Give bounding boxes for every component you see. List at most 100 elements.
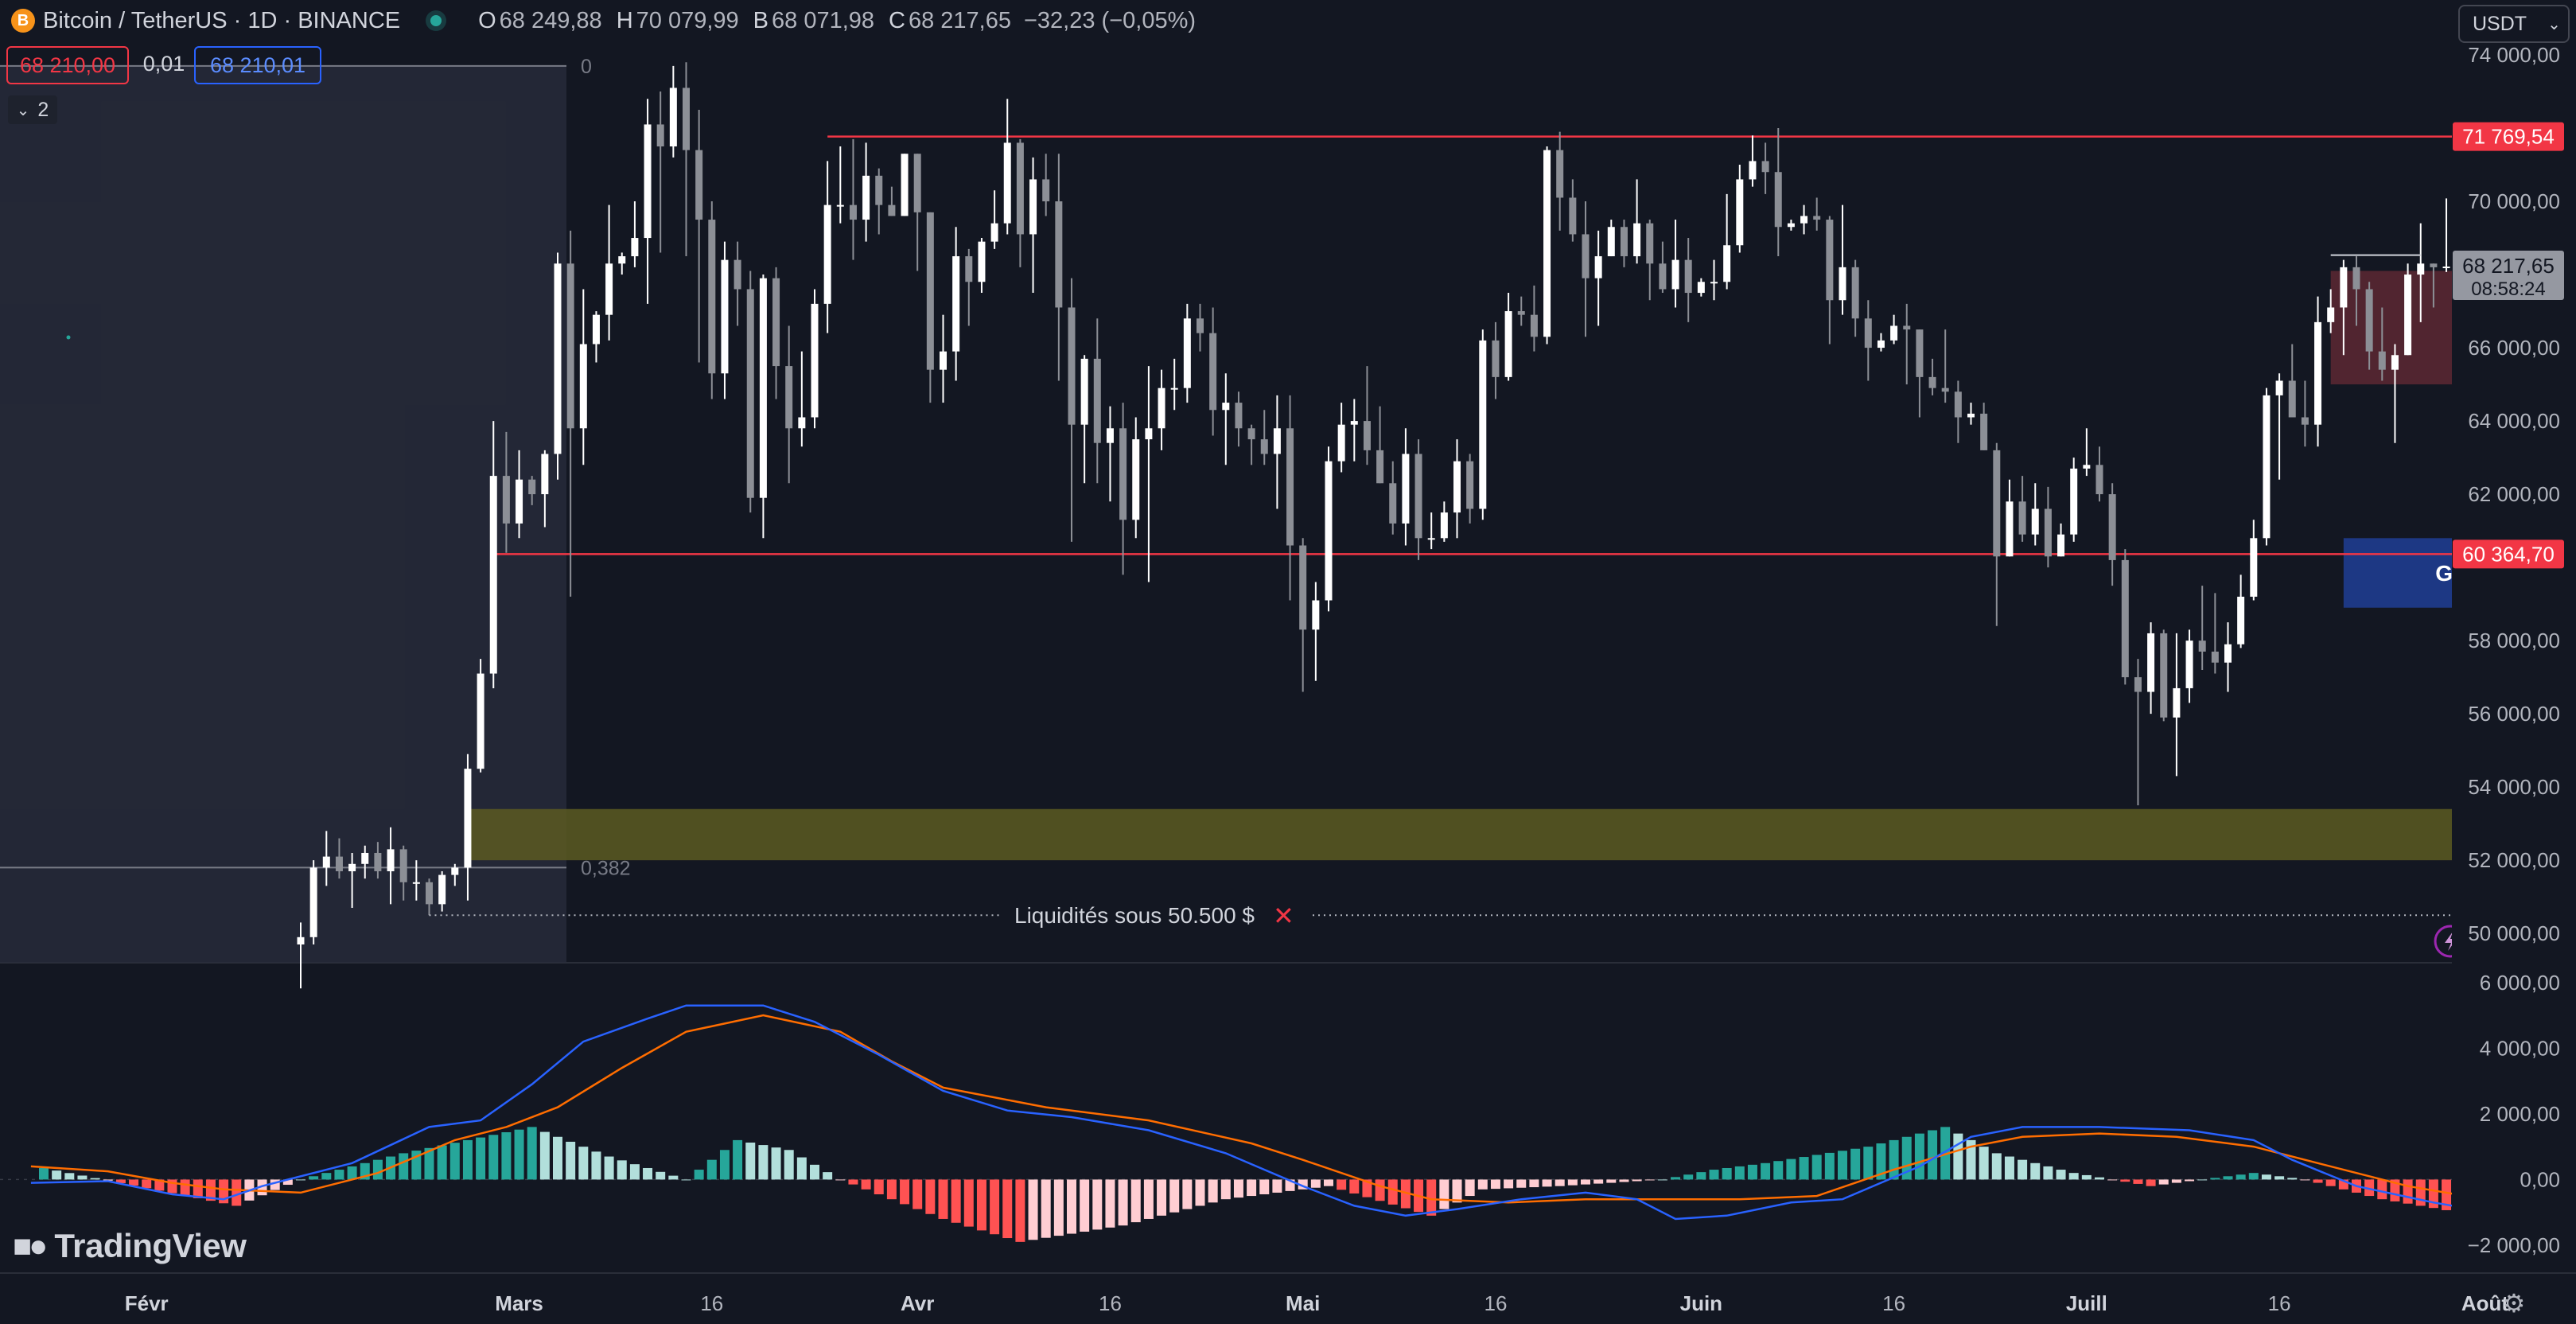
candle[interactable] — [940, 314, 947, 403]
candle[interactable] — [1197, 303, 1204, 352]
candle[interactable] — [618, 252, 626, 275]
candle[interactable] — [2442, 198, 2450, 272]
candle[interactable] — [1530, 285, 1538, 352]
candle[interactable] — [1402, 428, 1410, 546]
candle[interactable] — [1928, 358, 1936, 395]
candle[interactable] — [656, 92, 664, 253]
candle[interactable] — [2352, 256, 2360, 326]
candle[interactable] — [502, 431, 510, 553]
candle[interactable] — [2147, 622, 2155, 715]
candle[interactable] — [1774, 128, 1782, 257]
candle[interactable] — [335, 838, 343, 879]
candle[interactable] — [1864, 300, 1872, 381]
candle[interactable] — [2327, 289, 2335, 333]
candle[interactable] — [1967, 403, 1975, 425]
candle[interactable] — [528, 476, 536, 505]
candle[interactable] — [669, 65, 677, 158]
candle[interactable] — [1119, 403, 1127, 575]
candle[interactable] — [1556, 131, 1564, 231]
candle[interactable] — [2044, 486, 2052, 568]
candle[interactable] — [2391, 344, 2399, 443]
candle[interactable] — [1594, 230, 1602, 326]
candle[interactable] — [1800, 204, 1808, 235]
candle[interactable] — [2224, 622, 2232, 692]
candle[interactable] — [566, 230, 574, 597]
candle[interactable] — [1903, 303, 1911, 385]
candle[interactable] — [1993, 442, 2001, 626]
candle[interactable] — [1427, 512, 1435, 550]
candle[interactable] — [412, 860, 420, 901]
candle[interactable] — [2288, 344, 2296, 418]
candle[interactable] — [1671, 220, 1679, 308]
candle[interactable] — [708, 201, 716, 399]
candle[interactable] — [1659, 241, 1667, 294]
candle[interactable] — [2185, 629, 2193, 703]
candle[interactable] — [1029, 157, 1037, 294]
candle[interactable] — [1363, 366, 1371, 465]
candle[interactable] — [2301, 380, 2309, 447]
sell-button[interactable]: 68 210,00 — [6, 46, 129, 84]
candle[interactable] — [978, 238, 986, 294]
candle[interactable] — [1235, 391, 1243, 447]
candle[interactable] — [2198, 586, 2206, 670]
candle[interactable] — [926, 212, 934, 403]
candle[interactable] — [2275, 373, 2283, 480]
candle[interactable] — [1106, 406, 1114, 502]
candle[interactable] — [913, 154, 921, 271]
candle[interactable] — [1826, 216, 1834, 345]
candle[interactable] — [2250, 520, 2258, 601]
candle[interactable] — [1620, 220, 1628, 267]
candle[interactable] — [965, 248, 973, 326]
candle[interactable] — [1337, 403, 1345, 473]
candle[interactable] — [721, 241, 729, 399]
candle[interactable] — [2160, 629, 2168, 722]
candle[interactable] — [1325, 446, 1333, 612]
candle[interactable] — [1055, 154, 1063, 381]
candle[interactable] — [1890, 314, 1898, 345]
candle[interactable] — [1504, 293, 1512, 381]
candle[interactable] — [1042, 154, 1050, 216]
candle[interactable] — [683, 62, 690, 257]
symbol-title[interactable]: Bitcoin / TetherUS · 1D · BINANCE — [43, 7, 401, 33]
candle[interactable] — [2314, 296, 2322, 447]
candle[interactable] — [1839, 204, 1846, 315]
candle[interactable] — [1761, 142, 1769, 194]
candle[interactable] — [2070, 458, 2078, 542]
candle[interactable] — [579, 289, 587, 465]
candle[interactable] — [1543, 146, 1551, 345]
candle[interactable] — [1273, 395, 1281, 509]
candle[interactable] — [1376, 406, 1384, 484]
candle[interactable] — [1247, 424, 1255, 465]
candle[interactable] — [2134, 659, 2142, 806]
candle[interactable] — [811, 289, 819, 429]
candle[interactable] — [990, 190, 998, 249]
candle[interactable] — [1440, 501, 1448, 542]
candle[interactable] — [1787, 220, 1795, 231]
candle[interactable] — [2417, 223, 2425, 322]
candle[interactable] — [592, 311, 600, 363]
candle[interactable] — [1414, 439, 1422, 560]
candle[interactable] — [2263, 387, 2271, 546]
candle[interactable] — [1132, 417, 1140, 539]
candle[interactable] — [1350, 399, 1358, 461]
candle[interactable] — [2237, 574, 2245, 648]
candle[interactable] — [2108, 483, 2116, 586]
candle[interactable] — [901, 154, 909, 216]
candle[interactable] — [2031, 483, 2039, 546]
candle[interactable] — [2404, 263, 2412, 356]
candle[interactable] — [451, 863, 459, 886]
candle[interactable] — [1080, 355, 1088, 484]
candle[interactable] — [849, 138, 857, 260]
candles[interactable] — [297, 62, 2450, 989]
candle[interactable] — [1312, 582, 1320, 681]
candle[interactable] — [1209, 307, 1217, 436]
candle[interactable] — [605, 204, 613, 341]
candle[interactable] — [1954, 380, 1962, 443]
candle[interactable] — [1003, 99, 1011, 235]
candle[interactable] — [733, 241, 741, 326]
buy-button[interactable]: 68 210,01 — [194, 46, 321, 84]
candle[interactable] — [2006, 479, 2014, 557]
candle[interactable] — [322, 831, 330, 886]
candle[interactable] — [1068, 278, 1076, 542]
candle[interactable] — [361, 845, 369, 879]
